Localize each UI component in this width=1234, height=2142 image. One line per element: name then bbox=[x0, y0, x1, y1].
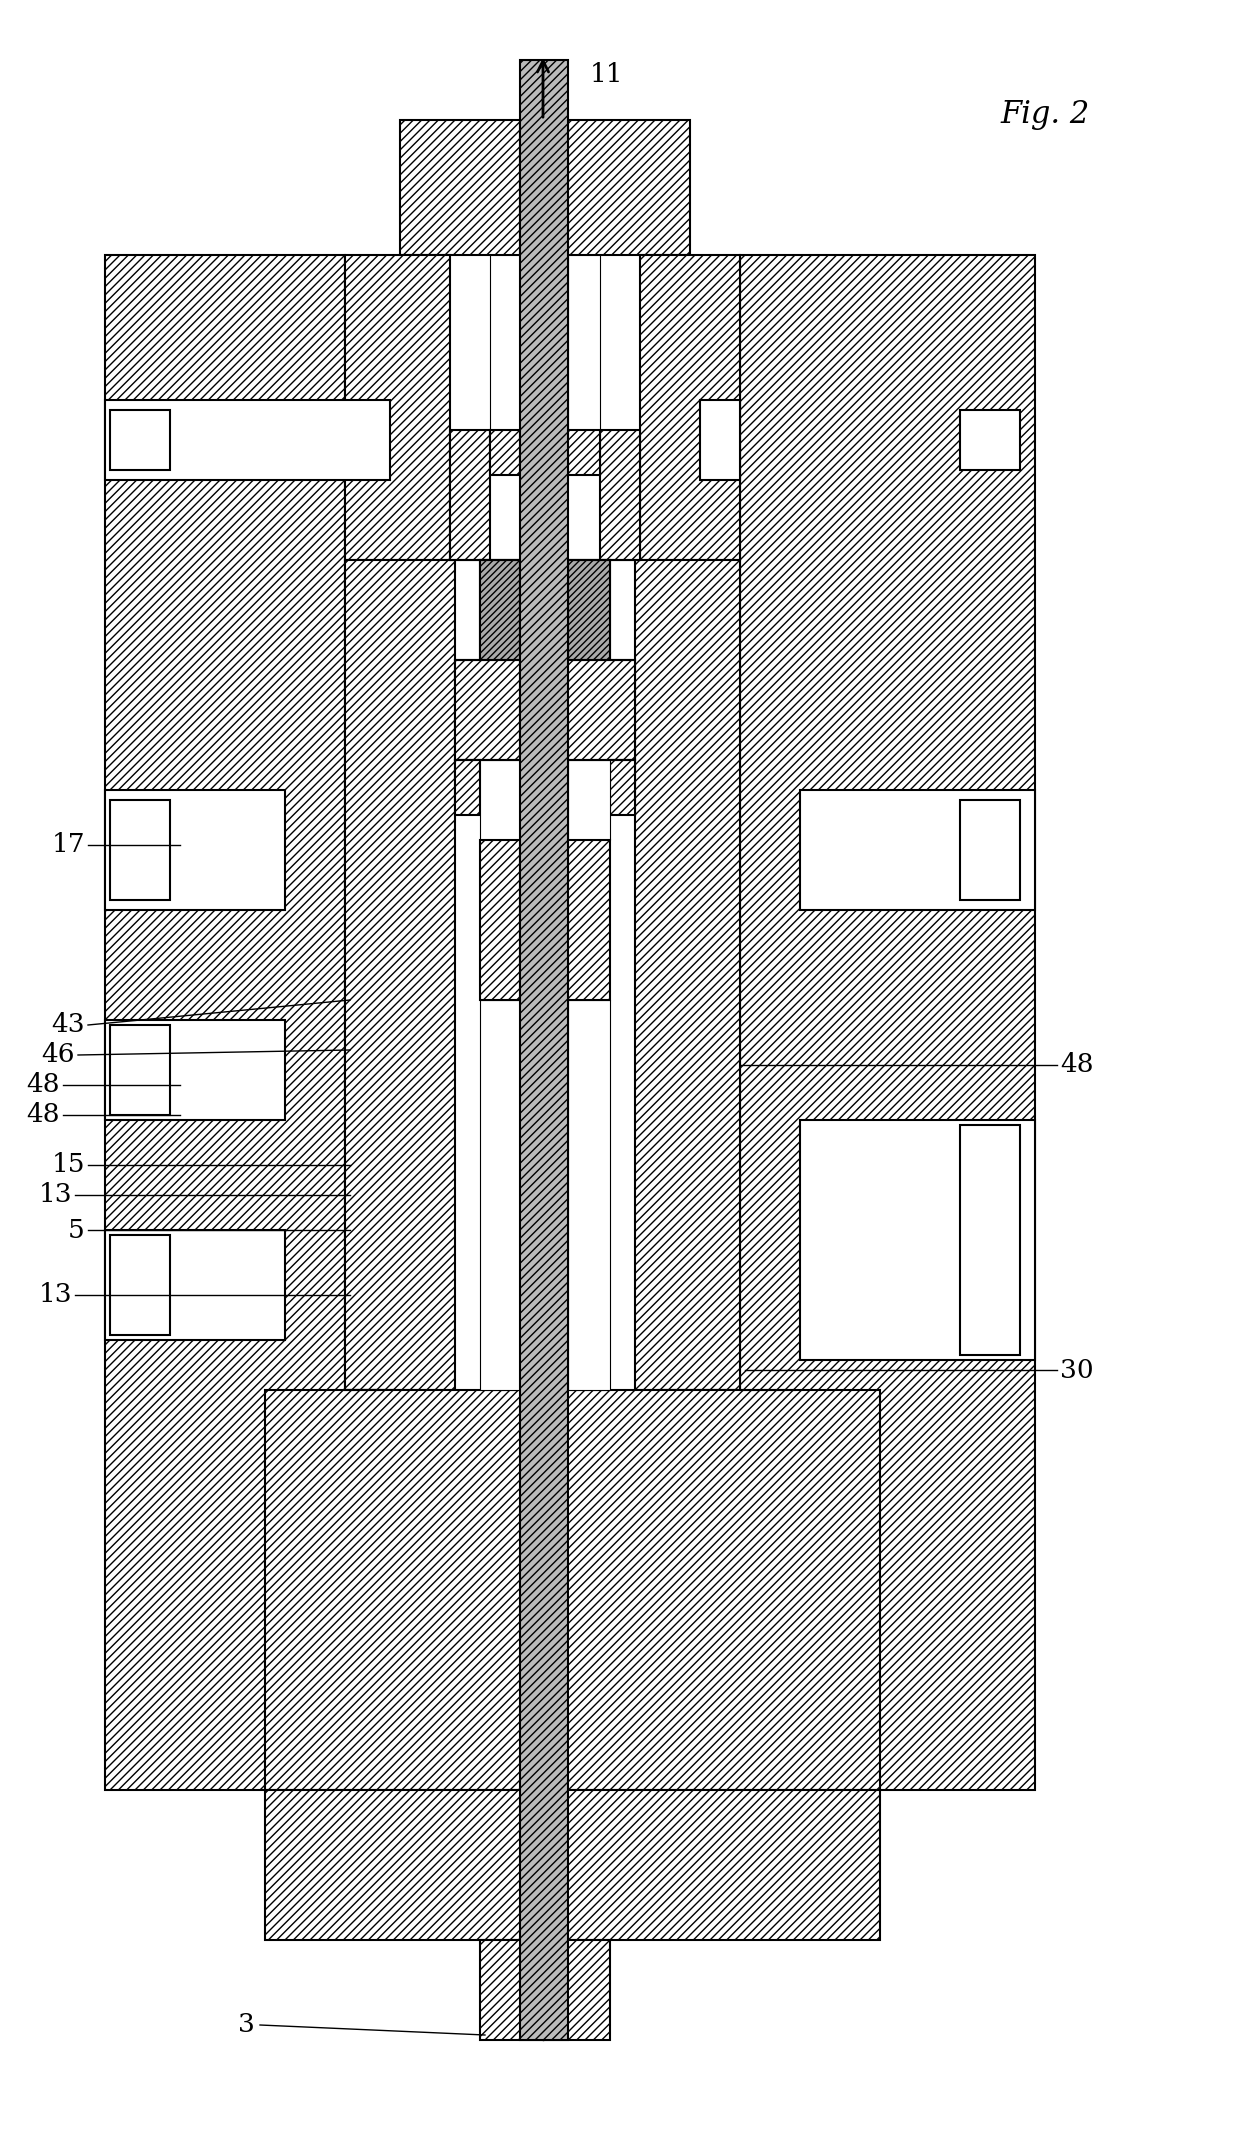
Bar bbox=[265, 1791, 880, 1941]
Bar bbox=[346, 255, 450, 559]
Bar bbox=[480, 760, 520, 840]
Bar bbox=[480, 559, 520, 660]
Bar bbox=[640, 255, 740, 559]
Bar bbox=[568, 559, 610, 660]
Text: 17: 17 bbox=[52, 833, 85, 857]
Bar bbox=[800, 1120, 1035, 1360]
Text: 43: 43 bbox=[52, 1013, 85, 1037]
Text: 15: 15 bbox=[52, 1152, 85, 1178]
Bar bbox=[568, 255, 600, 431]
Bar bbox=[105, 1020, 285, 1120]
Bar bbox=[740, 255, 1035, 1791]
Bar bbox=[568, 840, 610, 1000]
Bar bbox=[636, 559, 740, 1390]
Bar bbox=[568, 660, 636, 760]
Bar bbox=[265, 1390, 880, 1791]
Bar bbox=[480, 1941, 610, 2039]
Bar bbox=[455, 660, 520, 760]
Bar bbox=[346, 1390, 395, 1791]
Bar bbox=[346, 559, 455, 1390]
Text: 13: 13 bbox=[38, 1283, 72, 1307]
Bar bbox=[400, 120, 520, 255]
Bar bbox=[450, 431, 490, 559]
Bar bbox=[490, 431, 520, 476]
Text: 11: 11 bbox=[590, 62, 623, 88]
Bar bbox=[105, 1230, 285, 1341]
Text: 5: 5 bbox=[68, 1217, 85, 1242]
Bar bbox=[600, 431, 640, 559]
Bar bbox=[660, 1390, 740, 1791]
Bar bbox=[610, 760, 636, 814]
Bar bbox=[568, 559, 610, 679]
Bar bbox=[568, 431, 600, 476]
Bar bbox=[800, 790, 1035, 910]
Text: 13: 13 bbox=[38, 1182, 72, 1208]
Bar bbox=[960, 799, 1021, 900]
Bar bbox=[700, 401, 740, 480]
Bar bbox=[110, 799, 170, 900]
Bar bbox=[490, 255, 520, 431]
Bar bbox=[960, 409, 1021, 469]
Bar bbox=[455, 760, 480, 814]
Bar bbox=[568, 760, 610, 840]
Bar bbox=[568, 120, 690, 255]
Bar bbox=[105, 255, 346, 1791]
Text: 48: 48 bbox=[1060, 1052, 1093, 1077]
Bar bbox=[110, 1026, 170, 1116]
Text: 48: 48 bbox=[26, 1073, 60, 1097]
Text: 48: 48 bbox=[26, 1103, 60, 1127]
Bar bbox=[105, 790, 285, 910]
Bar bbox=[568, 1000, 610, 1390]
Text: 3: 3 bbox=[238, 2013, 255, 2037]
Bar bbox=[960, 1125, 1021, 1356]
Bar bbox=[105, 401, 390, 480]
Bar bbox=[110, 1236, 170, 1334]
Bar bbox=[480, 559, 520, 679]
Bar bbox=[520, 60, 568, 2039]
Text: 46: 46 bbox=[42, 1043, 75, 1067]
Bar bbox=[480, 840, 520, 1000]
Bar bbox=[480, 1000, 520, 1390]
Text: Fig. 2: Fig. 2 bbox=[1001, 99, 1090, 131]
Text: 30: 30 bbox=[1060, 1358, 1093, 1382]
Bar bbox=[110, 409, 170, 469]
